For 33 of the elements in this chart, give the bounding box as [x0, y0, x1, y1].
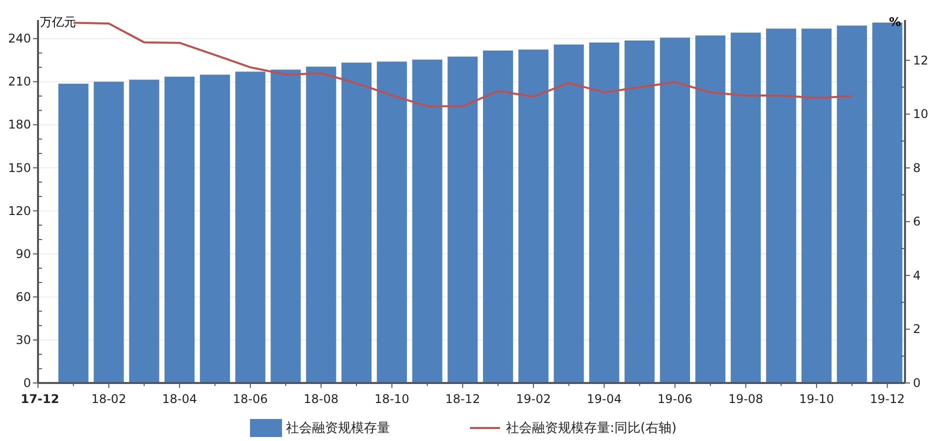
x-tick-label: 19-08 [728, 392, 764, 406]
x-tick-label: 18-08 [304, 392, 339, 406]
x-tick-label: 19-06 [658, 392, 692, 406]
y2-tick-label: 6 [913, 214, 921, 229]
y2-axis-title: % [889, 15, 902, 29]
y-tick-label: 60 [16, 290, 31, 304]
y2-tick-label: 0 [913, 376, 921, 390]
y-tick-label: 120 [8, 204, 31, 218]
y2-tick-label: 4 [913, 268, 921, 282]
y2-tick-label: 2 [913, 322, 921, 336]
legend-label: 社会融资规模存量:同比(右轴) [506, 421, 677, 436]
y-tick-label: 0 [23, 376, 31, 390]
y2-tick-label: 8 [913, 160, 921, 175]
y-tick-label: 90 [16, 246, 31, 261]
y-tick-label: 30 [16, 332, 31, 347]
y-tick-label: 180 [8, 118, 31, 132]
y2-tick-label: 12 [913, 53, 928, 68]
x-tick-label: 17-12 [20, 392, 60, 406]
x-tick-label: 18-10 [374, 392, 410, 406]
y-tick-label: 210 [8, 74, 31, 89]
x-tick-label: 19-10 [799, 392, 834, 406]
x-tick-label: 18-02 [91, 392, 126, 406]
y2-tick-label: 10 [913, 107, 928, 122]
y-axis-title: 万亿元 [40, 15, 76, 29]
x-tick-label: 18-06 [232, 392, 268, 406]
x-tick-label: 19-04 [586, 392, 622, 406]
y-tick-label: 150 [8, 160, 31, 175]
x-tick-label: 19-12 [870, 392, 905, 406]
x-tick-label: 18-12 [445, 392, 480, 406]
x-tick-label: 18-04 [162, 392, 197, 406]
y-tick-label: 240 [8, 32, 31, 46]
x-tick-label: 19-02 [516, 392, 551, 406]
legend-label: 社会融资规模存量 [286, 421, 390, 436]
